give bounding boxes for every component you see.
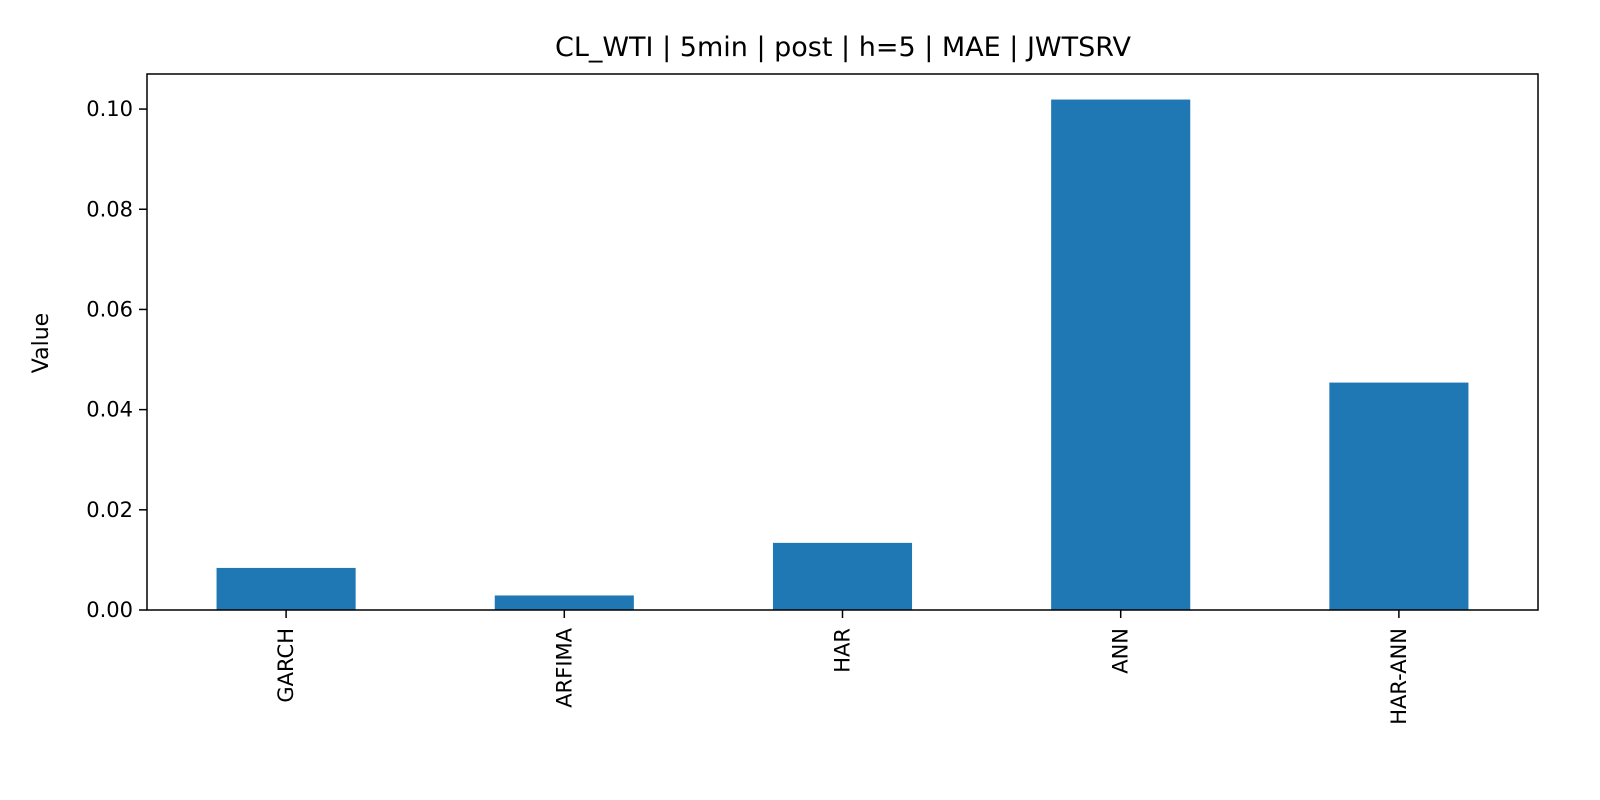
- y-tick-label: 0.02: [86, 498, 133, 522]
- x-tick-label: HAR-ANN: [1387, 628, 1411, 725]
- y-tick-label: 0.06: [86, 297, 133, 321]
- x-tick-label: ANN: [1109, 628, 1133, 674]
- bar-garch: [216, 567, 356, 610]
- y-tick-label: 0.10: [86, 97, 133, 121]
- bar-group: [216, 99, 1469, 610]
- bar-arfima: [494, 595, 634, 610]
- y-tick-label: 0.08: [86, 197, 133, 221]
- y-tick-label: 0.04: [86, 398, 133, 422]
- y-axis-ticks: 0.00 0.02 0.04 0.06 0.08 0.10: [86, 97, 147, 622]
- chart-title: CL_WTI | 5min | post | h=5 | MAE | JWTSR…: [555, 32, 1132, 63]
- plot-frame: [146, 73, 1539, 611]
- x-axis-ticks: GARCH ARFIMA HAR ANN HAR-ANN: [274, 610, 1411, 725]
- x-tick-label: ARFIMA: [552, 627, 576, 707]
- y-tick-label: 0.00: [86, 598, 133, 622]
- x-tick-label: GARCH: [274, 628, 298, 703]
- bar-ann: [1051, 99, 1191, 610]
- x-tick-label: HAR: [831, 628, 855, 673]
- bar-har: [772, 542, 913, 610]
- bar-har-ann: [1329, 382, 1469, 610]
- y-axis-label: Value: [29, 313, 54, 373]
